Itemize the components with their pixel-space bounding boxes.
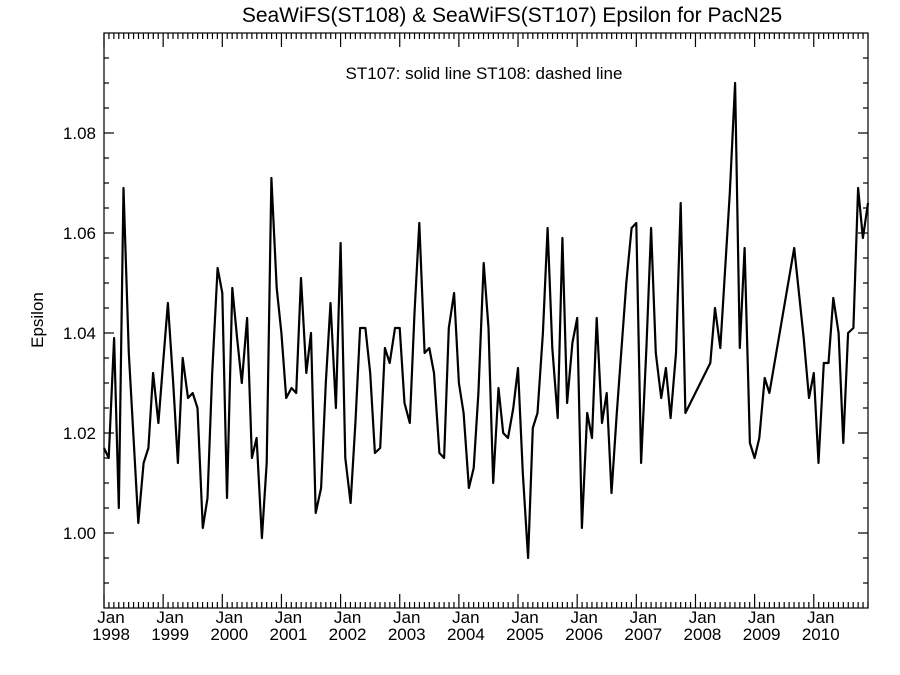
x-tick-year-label: 2002 bbox=[329, 625, 367, 644]
y-tick-label: 1.04 bbox=[63, 324, 96, 343]
y-axis-label: Epsilon bbox=[28, 292, 47, 348]
x-tick-month-label: Jan bbox=[156, 608, 183, 627]
x-tick-month-label: Jan bbox=[452, 608, 479, 627]
x-tick-year-label: 1998 bbox=[92, 625, 130, 644]
x-tick-year-label: 2008 bbox=[684, 625, 722, 644]
plot-frame bbox=[103, 32, 869, 609]
y-tick-label: 1.00 bbox=[63, 524, 96, 543]
x-tick-month-label: Jan bbox=[216, 608, 243, 627]
y-tick-label: 1.08 bbox=[63, 124, 96, 143]
x-tick-month-label: Jan bbox=[748, 608, 775, 627]
x-tick-year-label: 2003 bbox=[388, 625, 426, 644]
x-tick-year-label: 2009 bbox=[743, 625, 781, 644]
x-tick-month-label: Jan bbox=[97, 608, 124, 627]
y-tick-label: 1.06 bbox=[63, 224, 96, 243]
x-tick-month-label: Jan bbox=[570, 608, 597, 627]
x-tick-month-label: Jan bbox=[393, 608, 420, 627]
line-style-note: ST107: solid line ST108: dashed line bbox=[346, 64, 623, 83]
x-tick-year-label: 2000 bbox=[210, 625, 248, 644]
chart-title: SeaWiFS(ST108) & SeaWiFS(ST107) Epsilon … bbox=[242, 4, 782, 27]
x-tick-year-label: 2007 bbox=[624, 625, 662, 644]
x-tick-month-label: Jan bbox=[511, 608, 538, 627]
x-tick-month-label: Jan bbox=[334, 608, 361, 627]
x-tick-year-label: 2005 bbox=[506, 625, 544, 644]
y-tick-label: 1.02 bbox=[63, 424, 96, 443]
x-axis-ticks: Jan1998Jan1999Jan2000Jan2001Jan2002Jan20… bbox=[92, 33, 869, 644]
x-tick-year-label: 2006 bbox=[565, 625, 603, 644]
series-layer bbox=[103, 81, 870, 560]
x-tick-year-label: 2010 bbox=[802, 625, 840, 644]
x-tick-month-label: Jan bbox=[275, 608, 302, 627]
x-tick-month-label: Jan bbox=[630, 608, 657, 627]
x-tick-month-label: Jan bbox=[689, 608, 716, 627]
x-tick-year-label: 1999 bbox=[151, 625, 189, 644]
series-line bbox=[103, 81, 870, 560]
x-tick-year-label: 2001 bbox=[270, 625, 308, 644]
x-tick-year-label: 2004 bbox=[447, 625, 485, 644]
x-tick-month-label: Jan bbox=[807, 608, 834, 627]
